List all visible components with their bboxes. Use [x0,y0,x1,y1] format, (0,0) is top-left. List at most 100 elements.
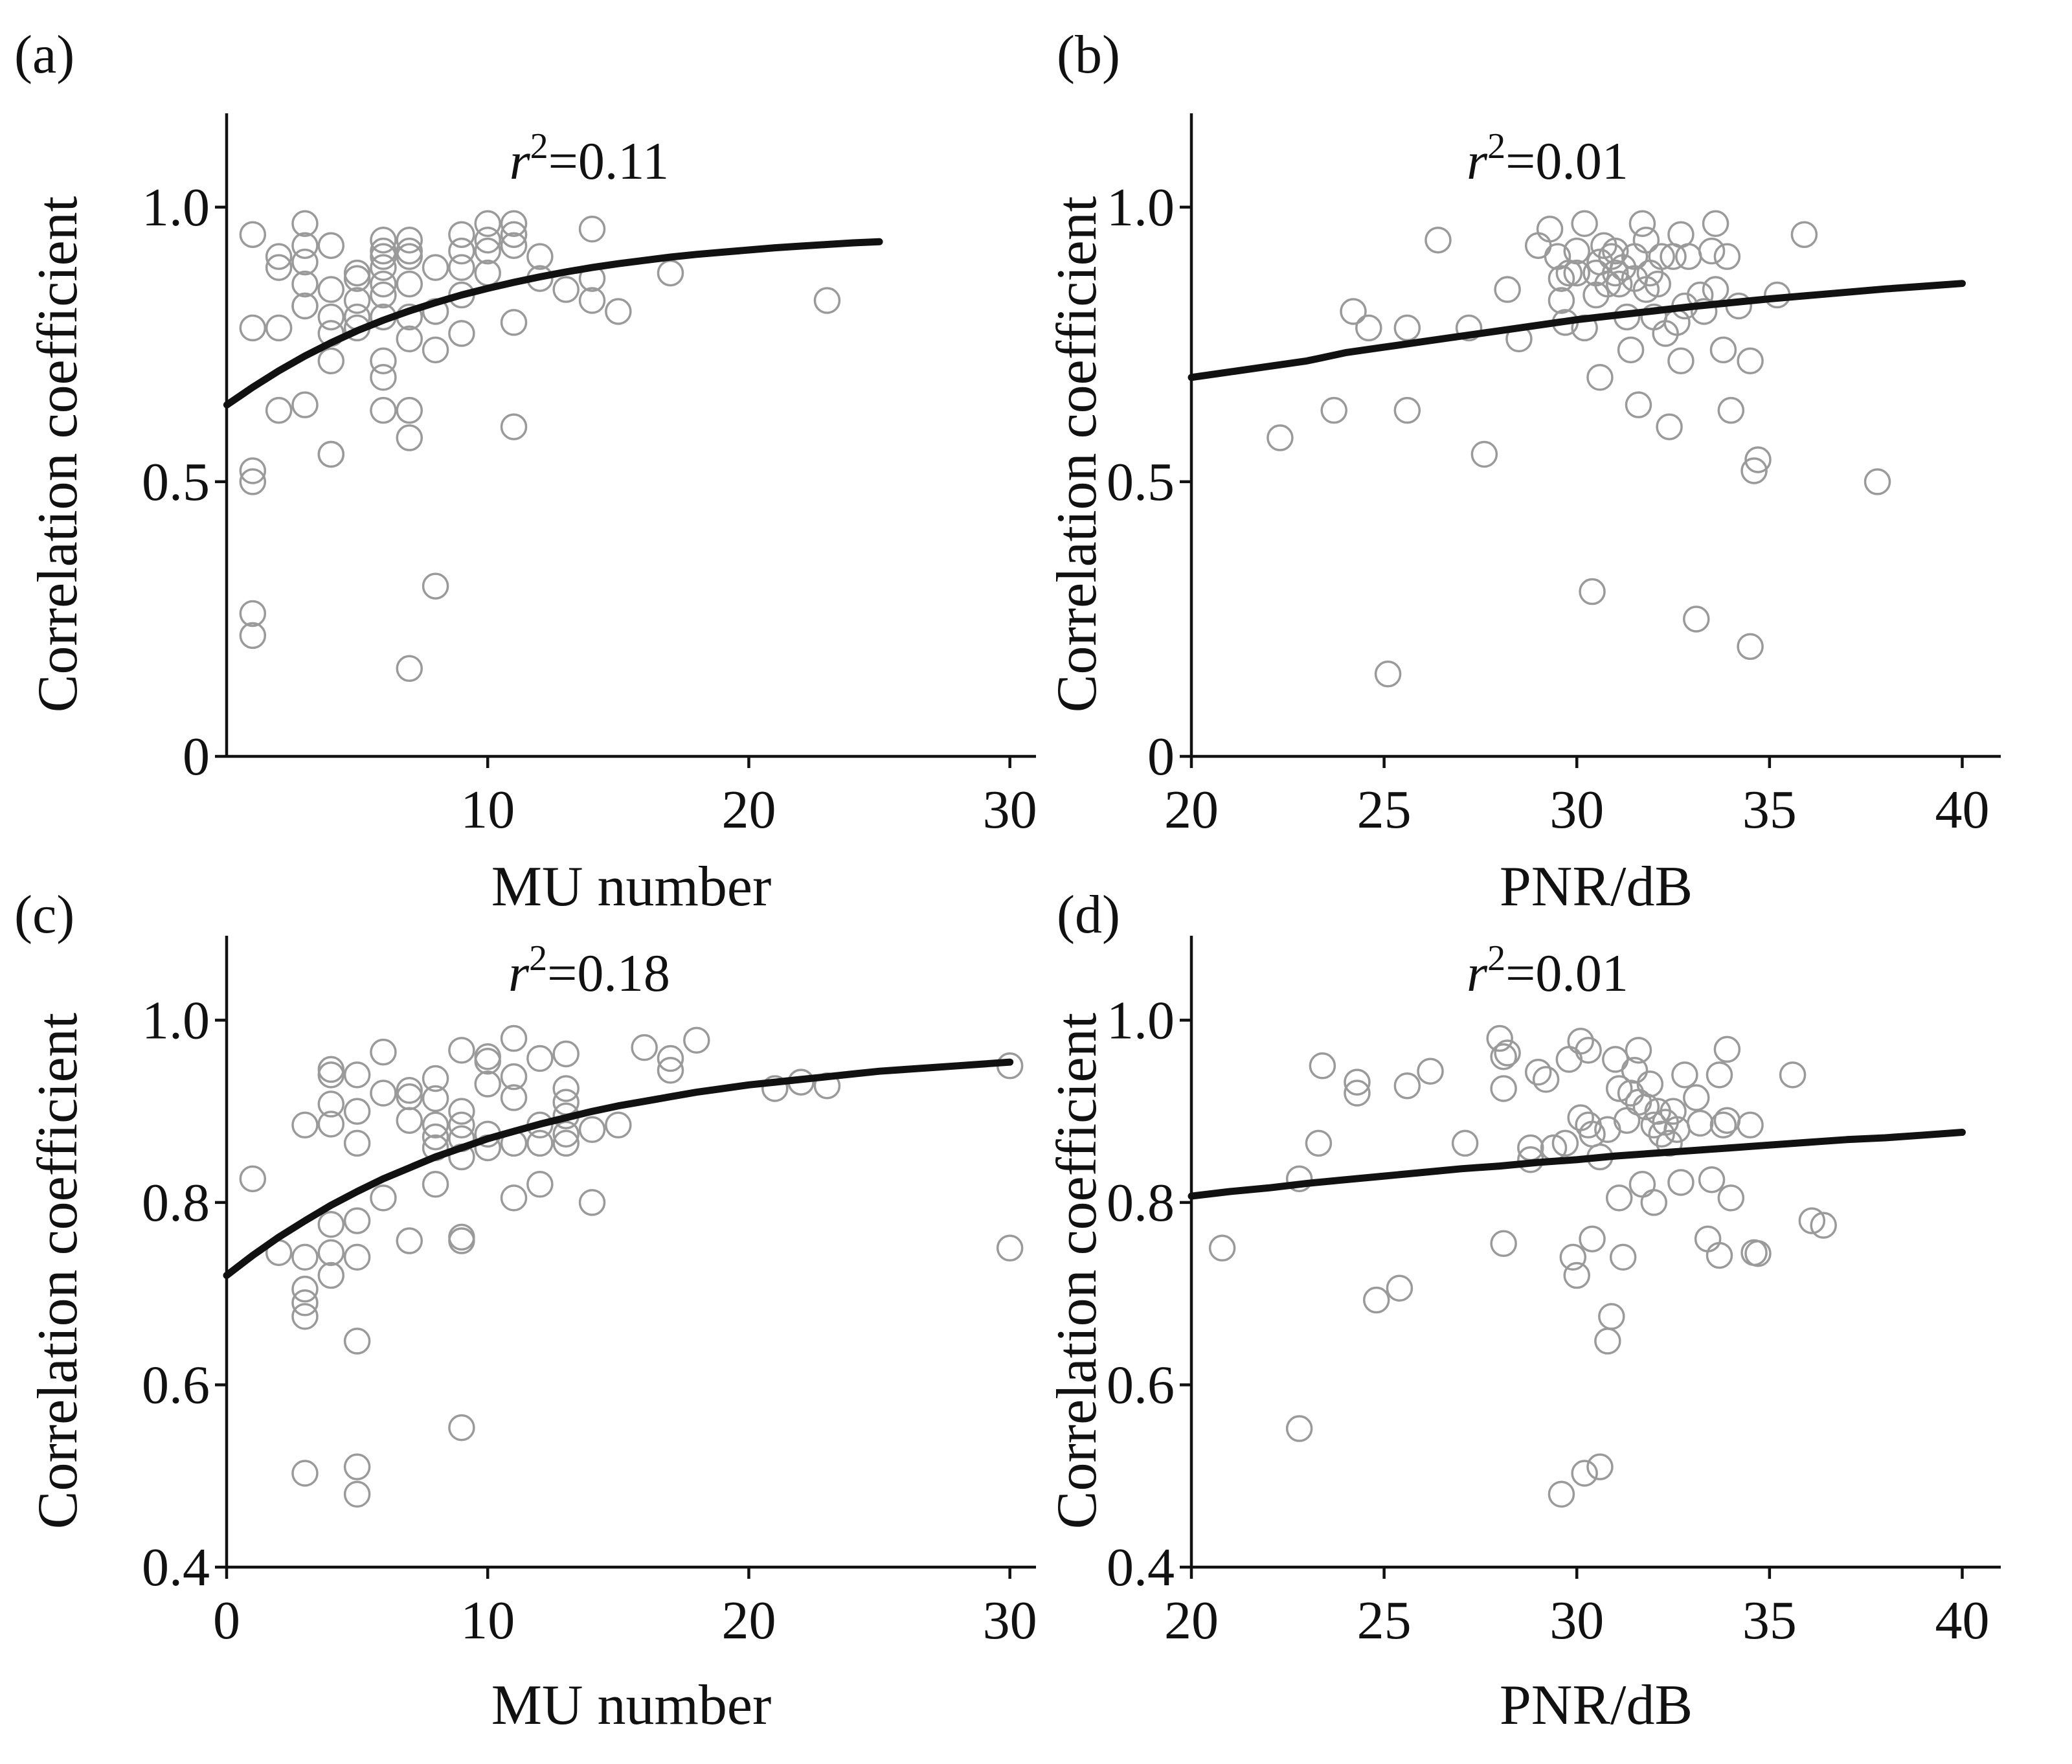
data-point [1632,226,1660,254]
data-point [578,1116,606,1144]
data-point [291,232,319,259]
r-squared-annotation: r2=0.01 [1467,938,1628,1002]
data-point [1740,457,1768,484]
data-point [1717,396,1745,424]
data-point [1524,232,1552,259]
data-point [343,1453,371,1480]
data-point [578,215,606,243]
fit-curve [1188,1129,1966,1200]
panel-a: (a) r2=0.11 10 20 30 0 0.5 1.0 MU number Correlat… [14,25,1037,918]
data-point [239,221,267,248]
data-point [1602,1046,1629,1073]
y-tick-label: 0.8 [142,1173,210,1233]
y-tick-label: 0.6 [142,1355,210,1415]
data-point [1393,396,1421,424]
data-point [1362,1286,1390,1314]
data-point [317,1091,345,1118]
x-axis-label: MU number [491,1674,772,1737]
x-tick-label: 20 [721,1590,776,1651]
data-point [1374,661,1402,688]
r-squared-symbol: r [1467,131,1488,190]
data-point [1605,270,1633,298]
data-point [552,1040,580,1068]
data-point [1594,1328,1621,1355]
data-point [422,1171,449,1198]
x-tick-label: 20 [721,780,776,840]
data-point [1494,1039,1521,1067]
data-point [239,468,267,495]
data-point [1571,210,1598,238]
data-point [317,1061,345,1089]
data-point [396,226,423,254]
data-point [1490,1230,1517,1258]
data-point [474,237,501,265]
y-tick-label: 0.5 [1107,452,1175,512]
r-squared-exponent: 2 [1487,938,1505,978]
data-point [448,254,475,281]
data-point [448,320,475,347]
data-point [317,1239,345,1267]
data-point [552,276,580,303]
data-point [291,1303,319,1330]
data-point [1683,605,1710,633]
data-point [605,298,632,325]
data-point [370,281,397,309]
data-point [291,1111,319,1139]
data-point [1417,1057,1444,1085]
data-point [1810,1212,1837,1239]
data-point [1451,1129,1479,1157]
x-tick-label: 40 [1935,1590,1989,1651]
panel-letter: (a) [14,25,74,85]
data-point [1667,347,1695,375]
r-squared-exponent: 2 [1487,126,1505,166]
data-point [1686,1109,1714,1137]
data-point [657,1045,684,1072]
data-point [291,1460,319,1487]
data-point [265,314,293,342]
panel-letter: (c) [14,885,74,945]
data-point [317,276,345,303]
r-squared-annotation: r2=0.11 [510,126,670,190]
data-point [422,572,449,600]
x-tick-label: 35 [1742,780,1797,840]
y-tick-label: 1.0 [142,177,210,238]
x-tick-label: 0 [213,1590,240,1651]
data-point [1455,314,1483,342]
data-point [1744,1240,1772,1267]
data-point [396,270,423,298]
data-point [1393,314,1421,342]
panel-c: (c) r2=0.18 0 10 20 30 0.4 0.6 0.8 1.0 MU number Co… [14,885,1037,1737]
data-point [1494,276,1521,303]
data-point [291,248,319,276]
data-point [1548,265,1575,292]
fit-curve [1188,280,1966,381]
data-point [1208,1234,1236,1262]
y-tick-label: 0.4 [1107,1537,1175,1598]
x-tick-label: 20 [1164,1590,1219,1651]
data-point [631,1034,658,1061]
data-point [1344,1069,1371,1096]
data-point [1571,1460,1598,1487]
data-point [265,254,293,281]
data-point [578,1189,606,1216]
x-tick-label: 10 [460,780,515,840]
data-point [343,1207,371,1234]
data-point [1563,259,1590,287]
data-point [1579,578,1606,605]
data-point [1632,1093,1660,1120]
data-point [500,1063,528,1091]
data-point [1305,1129,1333,1157]
data-point [1702,210,1729,238]
data-point [343,1328,371,1355]
data-point [370,243,397,270]
x-axis-label: PNR/dB [1500,1674,1693,1737]
data-point [1698,1166,1726,1193]
data-point [552,1089,580,1116]
data-point [1344,1080,1371,1107]
data-point [1667,1169,1695,1196]
data-point [370,1184,397,1212]
y-tick-label: 1.0 [1107,990,1175,1050]
data-point [1644,270,1671,298]
data-point [291,210,319,238]
x-tick-label: 30 [983,1590,1037,1651]
